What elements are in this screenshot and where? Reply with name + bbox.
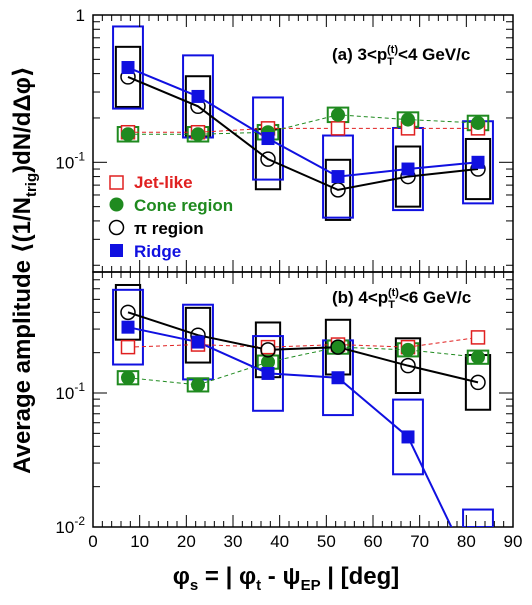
panel-a-sys-box--region: [324, 158, 352, 221]
legend-label-ridge: Ridge: [134, 242, 181, 261]
panel-b-point--region: [260, 342, 276, 358]
panel-a-point-ridge: [191, 89, 205, 103]
panel-b-point--region: [470, 374, 486, 391]
legend-marker-jet-like: [109, 175, 124, 190]
panel-b-point-cone-region: [261, 355, 275, 370]
panel-b-point-cone-region: [401, 342, 415, 357]
x-tick-label: 0: [88, 532, 97, 551]
legend-marker-cone-region: [109, 197, 124, 212]
panel-a-point-jet-like: [330, 121, 346, 136]
panel-b-point-cone-region: [121, 370, 135, 385]
panel-a-point-cone-region: [331, 107, 345, 122]
panel-b-point-jet-like: [470, 330, 486, 345]
axis-ticks: 10-1 1 10-2 10-1 0 10 20 30 40 50 60 70 80 90: [55, 6, 522, 551]
panel-b-line-jet-like: [127, 336, 479, 348]
panel-b-sys-box-ridge: [462, 508, 494, 527]
panel-b-point-ridge: [121, 320, 135, 334]
x-tick-label: 70: [410, 532, 429, 551]
panel-a-point--region: [260, 151, 276, 167]
panel-a-point-ridge: [261, 132, 275, 146]
panel-a-sys-box--region: [394, 145, 422, 208]
panel-a-line-cone-region: [128, 114, 479, 135]
panel-b-markers: [120, 304, 486, 444]
panel-a-point-cone-region: [401, 112, 415, 127]
data-markers: [120, 61, 486, 444]
panel-a-sys-box--region: [114, 45, 142, 108]
panel-a-point-ridge: [471, 155, 485, 169]
panel-b-point-cone-region: [191, 377, 205, 392]
legend: Jet-like Cone region π region Ridge: [108, 173, 233, 261]
panel-a-point-cone-region: [191, 127, 205, 142]
panel-b-point--region: [120, 304, 136, 321]
panel-b-line-cone-region: [127, 346, 479, 386]
panel-a-sys-box--region: [464, 137, 492, 201]
panel-a-lines: [127, 66, 479, 191]
panel-b-point--region: [330, 339, 346, 355]
x-tick-label: 80: [457, 532, 476, 551]
x-tick-label: 90: [504, 532, 523, 551]
panel-b-point-ridge: [331, 371, 345, 385]
panel-a-markers: [120, 61, 486, 198]
panel-a-point-ridge: [331, 170, 345, 184]
legend-label-pi-region: π region: [134, 219, 204, 238]
panel-b-line--region: [127, 311, 479, 384]
panel-a-point-cone-region: [471, 115, 485, 130]
x-tick-label: 50: [317, 532, 336, 551]
panel-b-lines: [127, 311, 479, 527]
panel-b-sys-box--region: [114, 283, 142, 341]
panel-a-line-ridge: [127, 66, 479, 178]
panel-a-sys-box-ridge: [252, 96, 284, 181]
x-tick-label: 20: [177, 532, 196, 551]
x-axis-title: φs = | φt - ψEP | [deg]: [173, 563, 400, 594]
panel-b-line-ridge-tail: [407, 436, 453, 527]
panel-b-point-ridge: [261, 366, 275, 380]
x-tick-label: 40: [270, 532, 289, 551]
panel-b-point-cone-region: [331, 340, 345, 355]
legend-marker-pi-region: [108, 219, 125, 236]
legend-marker-ridge: [110, 244, 123, 257]
panel-a-y-tick-label: 1: [76, 6, 85, 25]
panel-a-sys-box-ridge: [112, 25, 144, 110]
panel-b-point-ridge: [401, 430, 415, 444]
x-tick-label: 30: [224, 532, 243, 551]
panel-b-sys-box--region: [394, 337, 422, 395]
panel-b-sys-box-ridge: [112, 288, 144, 366]
x-tick-label: 60: [364, 532, 383, 551]
panel-a-line-jet-like: [128, 127, 478, 133]
panel-a-line--region: [127, 75, 479, 191]
panel-b-sys-box-ridge: [392, 398, 424, 476]
panel-b-point--region: [400, 357, 416, 374]
panel-b-title: (b) 4<pT(t)<6 GeV/c: [332, 287, 471, 311]
panel-b-sys-box--region: [184, 306, 212, 364]
panel-a-point-ridge: [121, 61, 135, 75]
y-axis-title-group: Average amplitude ⟨(1/Ntrig)dN/dΔφ⟩: [9, 66, 40, 474]
panel-b-y-tick-label: 10-2: [55, 514, 85, 537]
legend-label-cone-region: Cone region: [134, 196, 233, 215]
systematic-boxes: [112, 25, 494, 527]
panel-a-point-cone-region: [121, 127, 135, 142]
panel-a-point-ridge: [401, 162, 415, 176]
panel-a-title: (a) 3<pT(t)<4 GeV/c: [332, 44, 470, 68]
panel-b-point-ridge: [191, 335, 205, 349]
panel-a-y-tick-label: 10-1: [55, 149, 85, 172]
panel-b-frame: [92, 271, 514, 528]
panel-frames: [92, 14, 514, 528]
panel-b-point-cone-region: [471, 350, 485, 365]
legend-label-jet-like: Jet-like: [134, 173, 193, 192]
panel-a-systematics: [112, 25, 494, 221]
y-axis-title: Average amplitude ⟨(1/Ntrig)dN/dΔφ⟩: [9, 66, 40, 474]
panel-b-y-tick-label: 10-1: [55, 380, 85, 403]
panel-b-point-jet-like: [120, 339, 136, 355]
panel-b-systematics: [112, 283, 494, 527]
x-tick-label: 10: [130, 532, 149, 551]
